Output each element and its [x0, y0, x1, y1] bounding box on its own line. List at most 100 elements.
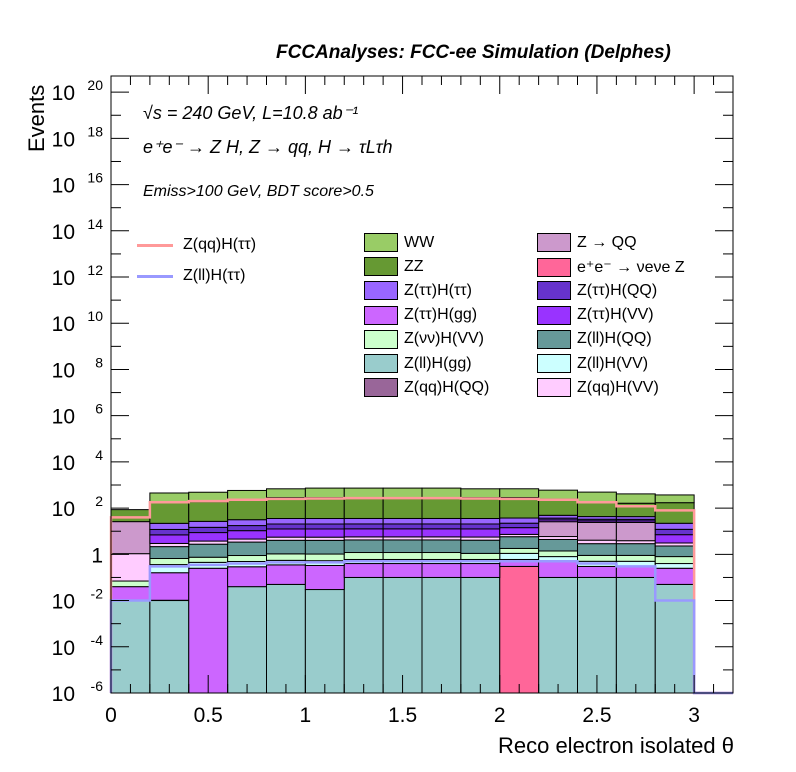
bar-z-h-vv-bin-3: [227, 555, 267, 563]
legend-label: Z → QQ: [577, 233, 637, 251]
legend-entry-e-e-e-e-z: e⁺e⁻ → νeνe Z: [537, 257, 685, 277]
legend-color-swatch: [364, 329, 398, 349]
bar-z-h-gg-bin-4: [266, 564, 306, 585]
bar-z-h-gg-bin-14: [654, 567, 695, 585]
bar-z-h-vv-bin-2: [188, 556, 229, 563]
y-tick-label: 10: [52, 683, 75, 706]
x-axis-label: Reco electron isolated θ: [497, 733, 734, 758]
signal-lines: [109, 496, 733, 695]
legend-label: Z(ττ)H(VV): [577, 306, 654, 324]
legend-color-swatch: [364, 257, 398, 277]
bar-zz-bin-0: [110, 509, 151, 523]
y-tick-label: 10: [52, 82, 75, 105]
legend-entry-z-h: Z(ττ)H(ττ): [364, 281, 472, 301]
legend-label: Z(qq)H(QQ): [404, 378, 490, 396]
bar-z-h-gg-bin-7: [382, 563, 423, 578]
legend-entry-z-h-vv: Z(ττ)H(VV): [537, 305, 654, 325]
legend-color-swatch: [364, 233, 398, 252]
bar-z-h-qq-bin-9: [460, 523, 501, 530]
legend-entry-z-ll-h-qq: Z(ll)H(QQ): [537, 329, 652, 349]
bar-z-h-qq-bin-2: [188, 526, 229, 534]
y-tick-label-exponent: -6: [91, 678, 104, 694]
bar-z-h-vv-bin-9: [460, 552, 501, 560]
bar-zz-bin-12: [577, 501, 617, 518]
legend-color-swatch: [364, 305, 398, 325]
bar-z-h-qq-bin-6: [343, 523, 384, 530]
bar-z-h-qq-bin-3: [227, 525, 267, 532]
bar-z-qq-bin-12: [577, 521, 617, 541]
bar-z-ll-h-qq-bin-4: [266, 539, 306, 555]
bar-ww-bin-13: [615, 493, 656, 504]
y-tick-label: 10: [52, 452, 75, 475]
bar-z-h-gg-bin-2: [188, 567, 229, 694]
bar-z-h-gg-bin-0: [110, 586, 151, 602]
legend-label: ZZ: [404, 257, 424, 275]
y-tick-label-exponent: 20: [87, 77, 103, 93]
bar-z-h-vv-bin-14: [654, 556, 695, 565]
bar-z-h-vv-bin-14: [654, 534, 695, 544]
bar-z-h-qq-bin-10: [499, 522, 540, 529]
bar-z-h-vv-bin-7: [382, 528, 423, 538]
bar-z-h-qq-bin-14: [654, 528, 695, 536]
bar-z-h-vv-bin-7: [382, 552, 423, 560]
legend-color-swatch: [537, 257, 571, 277]
bar-z-h-vv-bin-1: [149, 534, 190, 544]
legend-color-swatch: [537, 354, 571, 373]
bar-z-h-vv-bin-12: [577, 554, 617, 562]
bar-z-h-qq-bin-7: [382, 523, 423, 530]
bar-z-h-vv-bin-13: [615, 554, 656, 562]
legend-entry-z-ll-h-vv: Z(ll)H(VV): [537, 354, 648, 373]
chart-title: FCCAnalyses: FCC-ee Simulation (Delphes): [276, 42, 671, 63]
bar-z-h-gg-bin-3: [227, 566, 267, 588]
bar-z-h-vv-bin-1: [149, 558, 190, 566]
bar-ww-bin-8: [421, 487, 462, 499]
legend-label: Z(ττ)H(gg): [404, 306, 478, 324]
bar-z-h-vv-bin-0: [110, 580, 151, 588]
bar-z-ll-h-qq-bin-10: [499, 536, 540, 549]
bar-z-h-gg-bin-8: [421, 563, 462, 578]
bar-z-h-bin-5: [304, 518, 345, 525]
legend-line-swatch: [137, 243, 173, 247]
legend-color-swatch: [364, 354, 398, 373]
y-tick-label-exponent: 4: [95, 447, 103, 463]
bar-ww-bin-6: [343, 487, 384, 499]
bar-z-ll-h-qq-bin-7: [382, 539, 423, 554]
bar-zz-bin-14: [654, 502, 695, 524]
y-axis-label: Events: [24, 84, 49, 152]
legend-entry-zz: ZZ: [364, 257, 424, 277]
y-tick-label-exponent: 12: [87, 262, 103, 278]
bar-z-h-bin-3: [227, 519, 267, 527]
bar-z-qq-h-vv-bin-0: [110, 553, 151, 582]
y-tick-label: 10: [52, 313, 75, 336]
line-z-qq-h: [109, 496, 733, 695]
bar-z-h-vv-bin-10: [499, 547, 540, 554]
y-tick-label: 10: [52, 591, 75, 614]
legend-label: Z(qq)H(VV): [577, 378, 659, 396]
bar-z-h-vv-bin-9: [460, 528, 501, 538]
legend-entry-z-h-gg: Z(ττ)H(gg): [364, 305, 478, 325]
legend-label: Z(ττ)H(QQ): [577, 281, 658, 299]
legend-color-swatch: [537, 305, 571, 325]
bar-z-h-qq-bin-8: [421, 523, 462, 530]
bar-z-h-vv-bin-8: [421, 552, 462, 560]
y-tick-label-exponent: 6: [95, 401, 103, 417]
bar-z-h-qq-bin-4: [266, 523, 306, 530]
bar-ww-bin-10: [499, 488, 540, 499]
bar-z-h-vv-bin-11: [538, 550, 578, 558]
legend-label: Z(ll)H(ττ): [183, 267, 246, 284]
bar-ww-bin-4: [266, 488, 306, 499]
legend-line-swatch: [137, 274, 173, 278]
legend-label: Z(ll)H(gg): [404, 354, 472, 372]
bar-z-ll-h-gg-bin-13: [615, 576, 656, 694]
y-tick-label: 10: [52, 221, 75, 244]
bar-z-h-vv-bin-5: [304, 553, 345, 562]
y-tick-label-exponent: 18: [87, 123, 103, 139]
bar-zz-bin-10: [499, 497, 540, 519]
bar-z-h-vv-bin-6: [343, 528, 384, 538]
bar-z-h-bin-7: [382, 517, 423, 525]
bar-zz-bin-9: [460, 497, 501, 519]
bar-z-ll-h-gg-bin-3: [227, 586, 267, 694]
y-tick-label-exponent: 8: [95, 354, 103, 370]
bar-z-h-vv-bin-4: [266, 528, 306, 538]
